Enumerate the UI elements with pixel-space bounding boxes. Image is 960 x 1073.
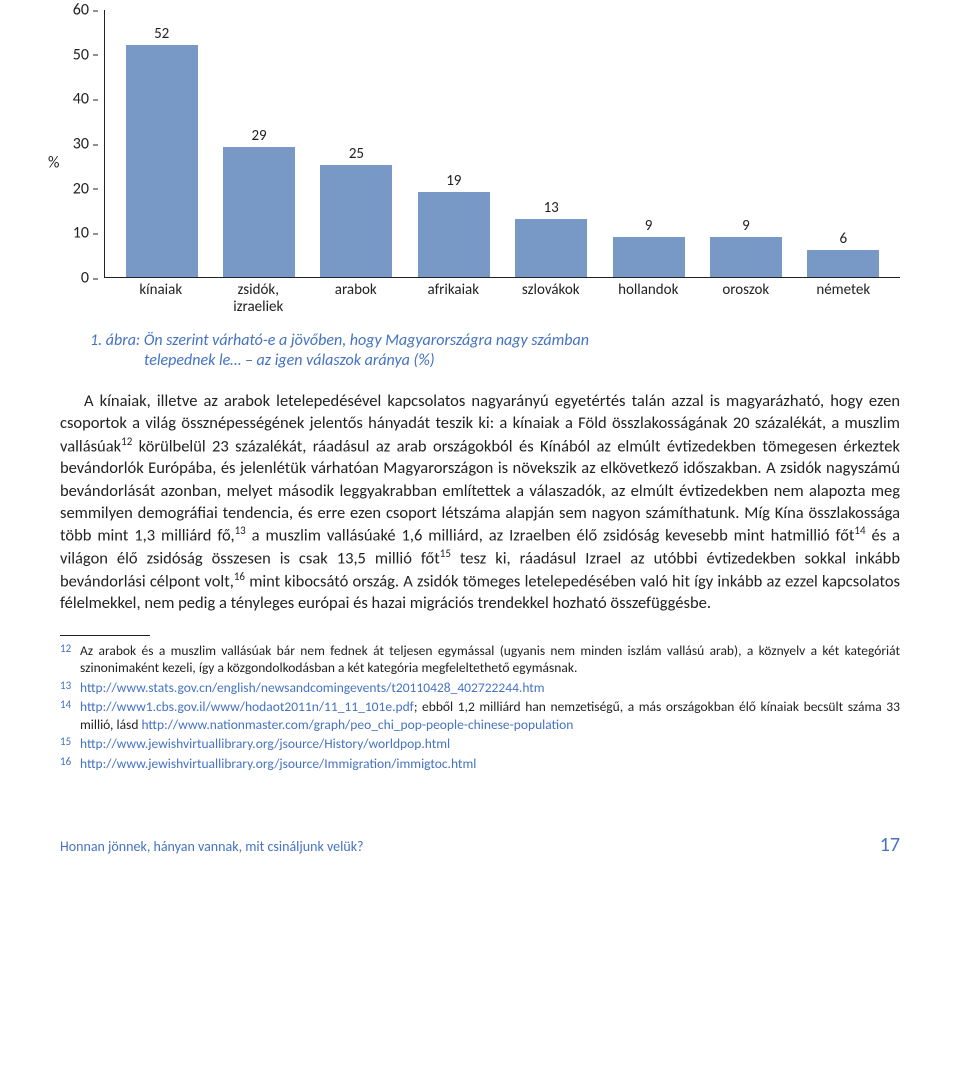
bar bbox=[613, 237, 685, 277]
footnote-number: 16 bbox=[60, 755, 80, 773]
y-tick: 10 bbox=[73, 224, 98, 243]
footnote-text: http://www1.cbs.gov.il/www/hodaot2011n/1… bbox=[80, 698, 900, 733]
footnote-link[interactable]: http://www.nationmaster.com/graph/peo_ch… bbox=[141, 716, 573, 733]
footnote-link[interactable]: http://www.stats.gov.cn/english/newsandc… bbox=[80, 679, 545, 696]
x-axis: kínaiakzsidók,izraeliekarabokafrikaiaksz… bbox=[104, 278, 900, 317]
y-tick: 20 bbox=[73, 179, 98, 198]
y-axis-label: % bbox=[48, 154, 59, 173]
bar-value-label: 25 bbox=[349, 145, 364, 163]
bar-value-label: 19 bbox=[446, 172, 461, 190]
figure-caption: 1. ábra: Ön szerint várható-e a jövőben,… bbox=[90, 331, 850, 373]
bar-value-label: 13 bbox=[544, 199, 559, 217]
plot-area: 52 29 25 19 13 9 9 6 bbox=[104, 10, 900, 278]
body-paragraph: A kínaiak, illetve az arabok letelepedés… bbox=[60, 390, 900, 615]
bar-column: 9 bbox=[600, 217, 697, 277]
x-category-label: németek bbox=[795, 278, 893, 317]
y-tick: 50 bbox=[73, 45, 98, 64]
bar bbox=[807, 250, 879, 277]
caption-line2: telepednek le… – az igen válaszok aránya… bbox=[90, 351, 850, 372]
y-tick: 40 bbox=[73, 90, 98, 109]
x-category-label: zsidók,izraeliek bbox=[210, 278, 308, 317]
footnotes: 12Az arabok és a muszlim vallásúak bár n… bbox=[60, 642, 900, 773]
y-tick: 30 bbox=[73, 135, 98, 154]
bar-value-label: 29 bbox=[251, 127, 266, 145]
footnote-text: http://www.stats.gov.cn/english/newsandc… bbox=[80, 679, 900, 697]
bar bbox=[515, 219, 587, 277]
x-category-label: szlovákok bbox=[502, 278, 600, 317]
y-tick: 60 bbox=[73, 1, 98, 20]
bar bbox=[418, 192, 490, 277]
footnote-link[interactable]: http://www1.cbs.gov.il/www/hodaot2011n/1… bbox=[80, 698, 414, 715]
chart: % 0102030405060 5229251913996 kínaiakzsi… bbox=[70, 10, 900, 317]
page-footer: Honnan jönnek, hányan vannak, mit csinál… bbox=[60, 833, 900, 857]
footnote-number: 13 bbox=[60, 679, 80, 697]
footnote-text: http://www.jewishvirtuallibrary.org/jsou… bbox=[80, 755, 900, 773]
bar-value-label: 9 bbox=[645, 217, 653, 235]
footnote-link[interactable]: http://www.jewishvirtuallibrary.org/jsou… bbox=[80, 735, 450, 752]
footer-title: Honnan jönnek, hányan vannak, mit csinál… bbox=[60, 838, 364, 855]
footnote-number: 12 bbox=[60, 642, 80, 677]
bar-column: 19 bbox=[405, 172, 502, 277]
bar bbox=[710, 237, 782, 277]
bar bbox=[126, 45, 198, 277]
x-category-label: hollandok bbox=[600, 278, 698, 317]
footnote: 12Az arabok és a muszlim vallásúak bár n… bbox=[60, 642, 900, 677]
footnote: 14http://www1.cbs.gov.il/www/hodaot2011n… bbox=[60, 698, 900, 733]
x-category-label: kínaiak bbox=[112, 278, 210, 317]
bar-column: 25 bbox=[308, 145, 405, 277]
footnote-number: 14 bbox=[60, 698, 80, 733]
footnote: 13http://www.stats.gov.cn/english/newsan… bbox=[60, 679, 900, 697]
y-tick: 0 bbox=[81, 269, 98, 288]
bar-column: 52 bbox=[113, 25, 210, 277]
page-root: % 0 10 20 30 40 50 60 52 29 25 19 13 9 9 6 kínaiakzsi… bbox=[0, 0, 960, 877]
bar-value-label: 6 bbox=[840, 230, 848, 248]
footnote: 16http://www.jewishvirtuallibrary.org/js… bbox=[60, 755, 900, 773]
footnote-number: 15 bbox=[60, 735, 80, 753]
bar-column: 9 bbox=[697, 217, 794, 277]
bar-value-label: 9 bbox=[742, 217, 750, 235]
x-category-label: arabok bbox=[307, 278, 405, 317]
x-category-label: oroszok bbox=[697, 278, 795, 317]
bar-column: 13 bbox=[503, 199, 600, 277]
x-category-label: afrikaiak bbox=[405, 278, 503, 317]
bar-column: 6 bbox=[795, 230, 892, 277]
footnote-text: http://www.jewishvirtuallibrary.org/jsou… bbox=[80, 735, 900, 753]
bar bbox=[320, 165, 392, 277]
footnote-text: Az arabok és a muszlim vallásúak bár nem… bbox=[80, 642, 900, 677]
caption-line1: Ön szerint várható-e a jövőben, hogy Mag… bbox=[144, 331, 589, 350]
footnote-rule bbox=[60, 635, 150, 636]
chart-area: % 0102030405060 5229251913996 bbox=[70, 10, 900, 278]
footnote-link[interactable]: http://www.jewishvirtuallibrary.org/jsou… bbox=[80, 755, 476, 772]
bar-value-label: 52 bbox=[154, 25, 169, 43]
caption-prefix: 1. ábra: bbox=[90, 331, 140, 350]
bar-column: 29 bbox=[210, 127, 307, 277]
footer-page-number: 17 bbox=[880, 833, 900, 857]
y-axis: 0102030405060 bbox=[70, 10, 104, 278]
bar bbox=[223, 147, 295, 277]
footnote: 15http://www.jewishvirtuallibrary.org/js… bbox=[60, 735, 900, 753]
